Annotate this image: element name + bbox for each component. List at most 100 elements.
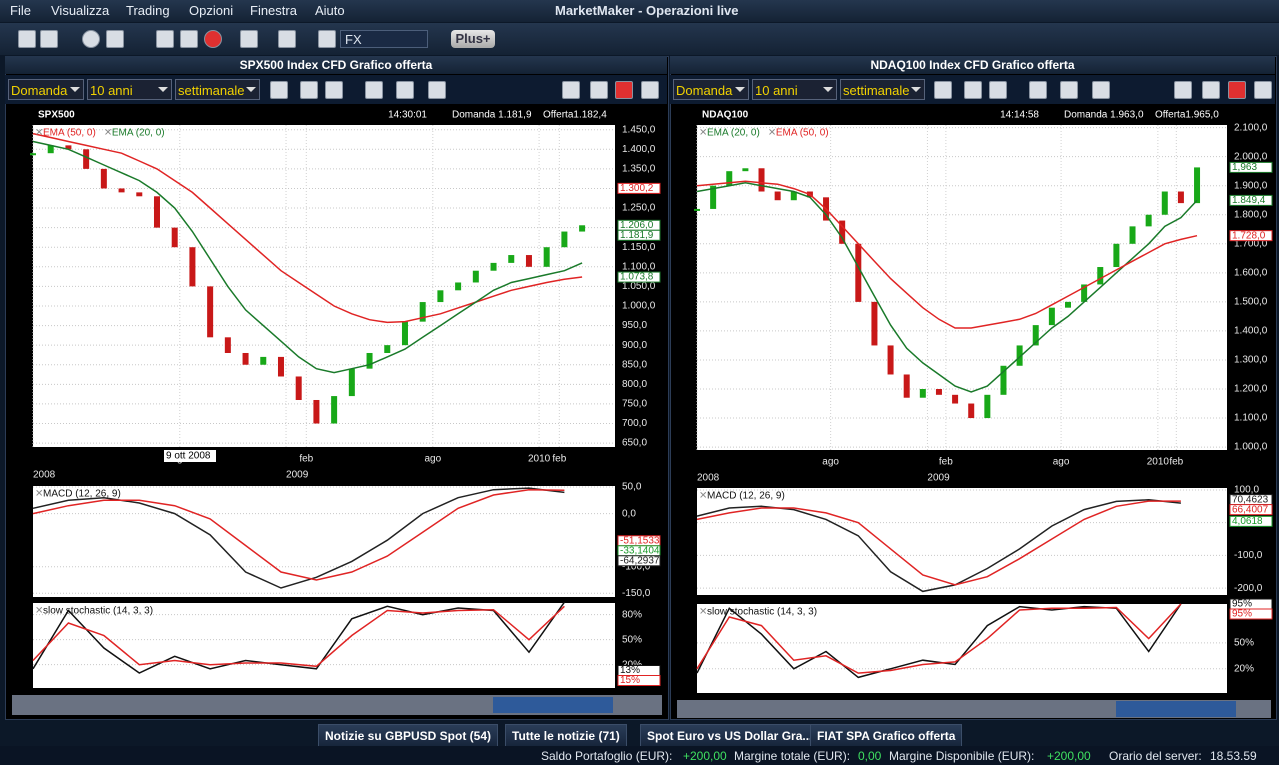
quote-bid: Domanda 1.963,0 bbox=[1064, 110, 1144, 121]
menu-item[interactable]: Visualizza bbox=[51, 3, 110, 18]
status-bar bbox=[0, 746, 1279, 765]
y-tick-label: 850,0 bbox=[622, 359, 647, 370]
y-tick-label: 750,0 bbox=[622, 399, 647, 410]
candle bbox=[455, 282, 462, 291]
y-tick-label: 1.400,0 bbox=[1234, 326, 1268, 337]
scroll-thumb[interactable] bbox=[493, 697, 613, 713]
tool-icon[interactable] bbox=[270, 81, 288, 99]
y-tick-label: 1.250,0 bbox=[622, 203, 656, 214]
tool-icon[interactable] bbox=[180, 30, 198, 48]
tool-icon[interactable] bbox=[562, 81, 580, 99]
candle bbox=[839, 220, 846, 244]
candle bbox=[1129, 226, 1136, 244]
candle bbox=[437, 290, 444, 303]
tool-icon[interactable] bbox=[1254, 81, 1272, 99]
y-tick-label: 950,0 bbox=[622, 320, 647, 331]
y-tick-label: 1.350,0 bbox=[622, 164, 656, 175]
tool-icon[interactable] bbox=[300, 81, 318, 99]
candle bbox=[984, 394, 991, 419]
dropdown[interactable]: Domanda bbox=[8, 79, 84, 100]
status-label: Saldo Portafoglio (EUR): bbox=[541, 749, 673, 763]
tool-icon[interactable] bbox=[365, 81, 383, 99]
x-tick-label: feb bbox=[1169, 457, 1183, 468]
menu-item[interactable]: Trading bbox=[126, 3, 170, 18]
tab[interactable]: Notizie su GBPUSD Spot (54) bbox=[318, 724, 499, 748]
dropdown[interactable]: 10 anni bbox=[87, 79, 172, 100]
dropdown[interactable]: settimanale bbox=[175, 79, 260, 100]
legend-close: ✕ bbox=[35, 606, 43, 617]
symbol: NDAQ100 bbox=[702, 110, 749, 121]
instrument-field[interactable]: FX bbox=[340, 30, 428, 48]
price-tag-label: 1.073,8 bbox=[620, 272, 654, 283]
candle bbox=[83, 149, 90, 169]
candle bbox=[260, 356, 267, 365]
y-tick-label: 1.200,0 bbox=[1234, 384, 1268, 395]
tool-icon[interactable] bbox=[964, 81, 982, 99]
x-tick-label: 2008 bbox=[697, 473, 720, 484]
tool-icon[interactable] bbox=[325, 81, 343, 99]
indicator-title: slow stochastic (14, 3, 3) bbox=[43, 606, 153, 617]
tool-icon[interactable] bbox=[318, 30, 336, 48]
tool-icon[interactable] bbox=[1202, 81, 1220, 99]
dropdown[interactable]: Domanda bbox=[673, 79, 749, 100]
menu-item[interactable]: File bbox=[10, 3, 31, 18]
tool-icon[interactable] bbox=[106, 30, 124, 48]
indicator-title: MACD (12, 26, 9) bbox=[43, 489, 121, 500]
scroll-thumb[interactable] bbox=[1116, 701, 1236, 717]
price-tag-label: 15% bbox=[620, 675, 640, 686]
tool-icon[interactable] bbox=[1228, 81, 1246, 99]
tool-icon[interactable] bbox=[590, 81, 608, 99]
plus-button[interactable]: Plus+ bbox=[451, 30, 495, 48]
candle bbox=[490, 262, 497, 271]
candle bbox=[277, 356, 284, 377]
tool-icon[interactable] bbox=[40, 30, 58, 48]
tool-icon[interactable] bbox=[278, 30, 296, 48]
candle bbox=[1016, 345, 1023, 366]
tool-icon[interactable] bbox=[156, 30, 174, 48]
y-tick-label: 50% bbox=[1234, 638, 1254, 649]
y-tick-label: 20% bbox=[622, 659, 642, 670]
candle bbox=[887, 345, 894, 375]
tool-icon[interactable] bbox=[240, 30, 258, 48]
candle bbox=[100, 168, 107, 189]
y-tick-label: 1.450,0 bbox=[622, 124, 656, 135]
series-line bbox=[32, 140, 583, 374]
tool-icon[interactable] bbox=[204, 30, 222, 48]
tool-icon[interactable] bbox=[1092, 81, 1110, 99]
tool-icon[interactable] bbox=[1029, 81, 1047, 99]
menu-item[interactable]: Opzioni bbox=[189, 3, 234, 18]
tool-icon[interactable] bbox=[989, 81, 1007, 99]
dropdown[interactable]: settimanale bbox=[840, 79, 925, 100]
tool-icon[interactable] bbox=[82, 30, 100, 48]
tool-icon[interactable] bbox=[396, 81, 414, 99]
legend-close: ✕ bbox=[699, 491, 707, 502]
y-tick-label: -100,0 bbox=[622, 561, 651, 572]
tab[interactable]: Spot Euro vs US Dollar Gra... bbox=[640, 724, 820, 748]
candle bbox=[871, 301, 878, 346]
y-tick-label: 20% bbox=[1234, 663, 1254, 674]
tool-icon[interactable] bbox=[615, 81, 633, 99]
tab[interactable]: FIAT SPA Grafico offerta bbox=[810, 724, 963, 748]
tool-icon[interactable] bbox=[18, 30, 36, 48]
series-line bbox=[32, 605, 565, 668]
tool-icon[interactable] bbox=[641, 81, 659, 99]
y-tick-label: 1.700,0 bbox=[1234, 238, 1268, 249]
tool-icon[interactable] bbox=[1060, 81, 1078, 99]
tool-icon[interactable] bbox=[428, 81, 446, 99]
price-tag bbox=[617, 675, 661, 686]
y-tick-label: 1.800,0 bbox=[1234, 209, 1268, 220]
series-line bbox=[696, 180, 1198, 329]
candle bbox=[1177, 191, 1184, 204]
price-tag-label: 95% bbox=[1232, 609, 1252, 620]
indicator-title: MACD (12, 26, 9) bbox=[707, 491, 785, 502]
dropdown[interactable]: 10 anni bbox=[752, 79, 837, 100]
tool-icon[interactable] bbox=[1174, 81, 1192, 99]
menu-item[interactable]: Aiuto bbox=[315, 3, 345, 18]
tool-icon[interactable] bbox=[934, 81, 952, 99]
candle bbox=[1000, 365, 1007, 395]
plot-area bbox=[697, 604, 1227, 693]
candle bbox=[401, 321, 408, 346]
candle bbox=[968, 403, 975, 419]
menu-item[interactable]: Finestra bbox=[250, 3, 297, 18]
x-tick-label: ago bbox=[424, 454, 441, 465]
